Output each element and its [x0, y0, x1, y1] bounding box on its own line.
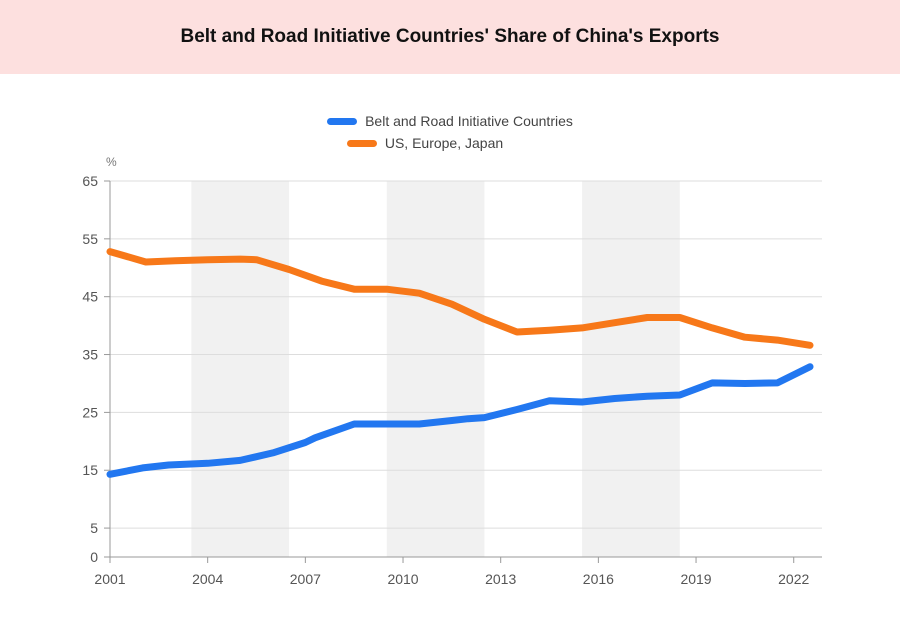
shaded-bands: [191, 181, 680, 557]
y-axis-unit-label: %: [106, 155, 117, 169]
series-lines: [106, 248, 814, 478]
shaded-band-2: [582, 181, 680, 557]
x-tick-label-2001: 2001: [94, 571, 125, 587]
axes: 0 5 15 25 35 45 55 65 2001 2004 2007 2010 2013 2016 20…: [82, 173, 822, 587]
chart-header: Belt and Road Initiative Countries' Shar…: [0, 0, 900, 74]
legend-label-us-europe-japan: US, Europe, Japan: [384, 135, 504, 151]
x-tick-label-2007: 2007: [290, 571, 321, 587]
chart-title: Belt and Road Initiative Countries' Shar…: [180, 26, 720, 47]
series-line-1: [106, 248, 814, 349]
shaded-band-1: [386, 181, 485, 557]
series-line-0: [106, 363, 814, 478]
y-tick-label-0: 0: [90, 549, 98, 565]
x-tick-label-2022: 2022: [778, 571, 809, 587]
x-tick-label-2013: 2013: [485, 571, 516, 587]
grid-lines: [110, 180, 822, 529]
x-tick-label-2019: 2019: [680, 571, 711, 587]
y-tick-label-15: 15: [82, 462, 98, 478]
y-tick-label-35: 35: [82, 347, 98, 363]
legend-item-us-europe-japan: US, Europe, Japan: [0, 132, 900, 154]
legend-item-bri: Belt and Road Initiative Countries: [0, 110, 900, 132]
y-tick-label-25: 25: [82, 404, 98, 420]
x-tick-label-2010: 2010: [387, 571, 418, 587]
y-tick-label-65: 65: [82, 173, 98, 189]
legend: Belt and Road Initiative Countries US, E…: [0, 110, 900, 154]
legend-swatch-us-europe-japan: [346, 139, 377, 147]
y-tick-label-55: 55: [82, 231, 98, 247]
x-tick-label-2016: 2016: [583, 571, 614, 587]
x-tick-label-2004: 2004: [192, 571, 223, 587]
y-tick-label-5: 5: [90, 520, 98, 536]
shaded-band-0: [191, 181, 290, 557]
legend-swatch-bri: [327, 117, 358, 125]
y-tick-label-45: 45: [82, 289, 98, 305]
legend-label-bri: Belt and Road Initiative Countries: [365, 113, 573, 129]
